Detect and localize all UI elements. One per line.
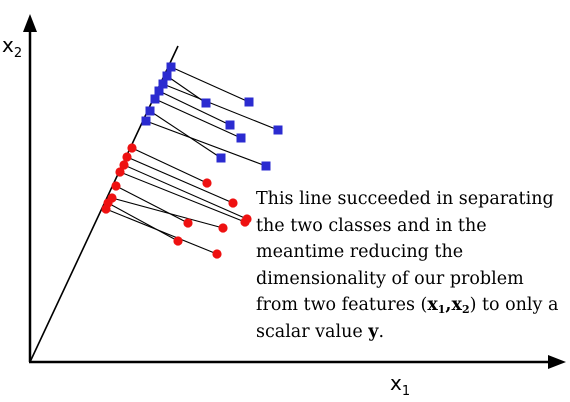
projection-connector	[123, 164, 248, 220]
red-circle-marker	[218, 223, 228, 233]
red-circle-marker	[101, 204, 111, 214]
data-markers	[101, 62, 283, 259]
red-circle-marker	[119, 160, 129, 170]
blue-square-marker	[216, 153, 226, 163]
blue-square-marker	[145, 106, 155, 116]
projection-connector	[131, 147, 208, 184]
projection-connector	[145, 120, 267, 167]
projection-connector	[111, 197, 224, 229]
blue-square-marker	[236, 133, 246, 143]
red-circle-marker	[240, 217, 250, 227]
red-circle-marker	[212, 249, 222, 259]
blue-square-marker	[273, 125, 283, 135]
projection-connector	[105, 208, 218, 255]
axes: x2 x1	[2, 14, 566, 399]
red-circle-marker	[202, 178, 212, 188]
blue-square-marker	[150, 94, 160, 104]
blue-square-marker	[225, 120, 235, 130]
projection-connector	[149, 110, 222, 159]
red-circle-marker	[173, 236, 183, 246]
projection-connector	[162, 83, 279, 131]
projection-connector	[119, 171, 246, 223]
red-circle-marker	[183, 218, 193, 228]
blue-square-marker	[158, 79, 168, 89]
blue-square-marker	[141, 116, 151, 126]
red-circle-marker	[228, 198, 238, 208]
projection-connector	[126, 156, 234, 204]
blue-square-marker	[162, 71, 172, 81]
blue-square-marker	[166, 62, 176, 72]
x1-axis-arrowhead	[548, 355, 566, 369]
projection-connector	[170, 66, 250, 103]
projection-connector	[115, 185, 189, 224]
explanation-text: This line succeeded in separating the tw…	[256, 189, 559, 342]
projection-connector	[158, 90, 231, 126]
blue-square-marker	[201, 98, 211, 108]
red-circle-marker	[122, 152, 132, 162]
blue-square-marker	[154, 86, 164, 96]
blue-square-marker	[261, 161, 271, 171]
projection-connector	[107, 202, 179, 242]
red-circle-marker	[127, 143, 137, 153]
x1-axis-label: x1	[390, 371, 410, 399]
projection-connector	[154, 98, 242, 139]
x2-axis-label: x2	[2, 33, 22, 61]
red-circle-marker	[115, 167, 125, 177]
red-circle-marker	[111, 181, 121, 191]
blue-square-marker	[244, 97, 254, 107]
projection-connectors	[105, 66, 279, 255]
x2-axis-arrowhead	[23, 14, 37, 32]
